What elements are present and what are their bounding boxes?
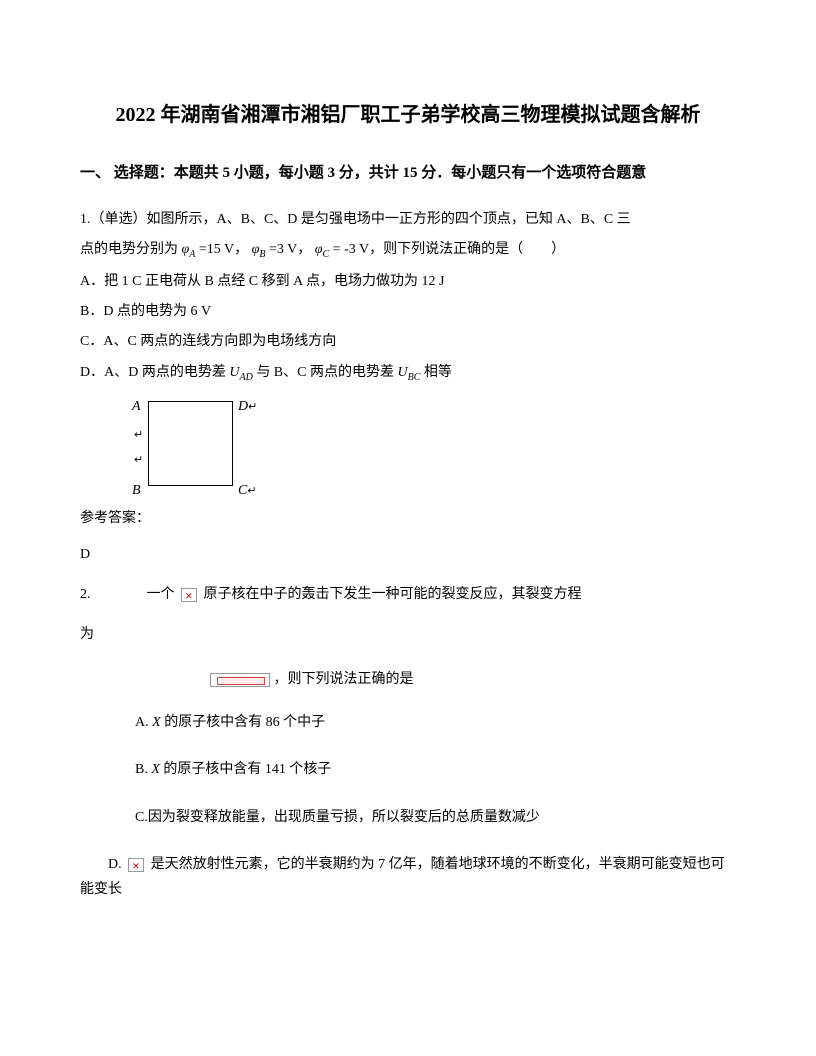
q2-opta-post: 的原子核中含有 86 个中子 <box>164 715 325 730</box>
q2-line1-pre: 2. 一个 <box>80 587 175 602</box>
phi-c-val: = -3 V，则下列说法正确的是（ ） <box>333 242 565 257</box>
q1-line2-pre: 点的电势分别为 <box>80 242 178 257</box>
square-shape <box>148 401 233 486</box>
q1-answer-value: D <box>80 542 736 567</box>
u-ad-symbol: UAD <box>229 365 252 380</box>
q2-option-b: B. X 的原子核中含有 141 个核子 <box>135 757 736 782</box>
u-bc-symbol: UBC <box>398 365 421 380</box>
section-1-header: 一、 选择题：本题共 5 小题，每小题 3 分，共计 15 分．每小题只有一个选… <box>80 160 736 187</box>
q2-option-d: D. 是天然放射性元素，它的半衰期约为 7 亿年，随着地球环境的不断变化，半衰期… <box>80 852 736 902</box>
q2-x-a: X <box>152 715 161 730</box>
q2-opta-pre: A. <box>135 715 149 730</box>
q2-optd-pre: D. <box>108 857 122 872</box>
question-1: 1.（单选）如图所示，A、B、C、D 是匀强电场中一正方形的四个顶点，已知 A、… <box>80 207 736 567</box>
document-title: 2022 年湖南省湘潭市湘铝厂职工子弟学校高三物理模拟试题含解析 <box>80 100 736 130</box>
phi-b-symbol: φB <box>252 242 266 257</box>
question-2: 2. 一个 原子核在中子的轰击下发生一种可能的裂变反应，其裂变方程 为 ，则下列… <box>80 582 736 903</box>
corner-d: D↵ <box>238 394 257 419</box>
q1-optd-post: 相等 <box>424 365 452 380</box>
broken-image-icon <box>181 588 197 602</box>
q1-option-a: A．把 1 C 正电荷从 B 点经 C 移到 A 点，电场力做功为 12 J <box>80 269 736 294</box>
corner-c: C↵ <box>238 478 257 503</box>
q2-line3-post: ，则下列说法正确的是 <box>274 672 414 687</box>
arrow-mark-1: ↵ <box>134 426 143 446</box>
q2-line1: 2. 一个 原子核在中子的轰击下发生一种可能的裂变反应，其裂变方程 <box>80 582 736 607</box>
q1-option-c: C．A、C 两点的连线方向即为电场线方向 <box>80 329 736 354</box>
phi-a-val: =15 V， <box>199 242 248 257</box>
q1-optd-mid: 与 B、C 两点的电势差 <box>256 365 394 380</box>
broken-image-icon-d <box>128 858 144 872</box>
q2-x-b: X <box>151 762 160 777</box>
q2-optb-pre: B. <box>135 762 148 777</box>
phi-c-symbol: φC <box>315 242 329 257</box>
arrow-mark-2: ↵ <box>134 451 143 471</box>
phi-a-symbol: φA <box>182 242 196 257</box>
corner-b: B <box>132 478 141 503</box>
q2-line2: 为 <box>80 622 736 647</box>
q1-intro-line1: 1.（单选）如图所示，A、B、C、D 是匀强电场中一正方形的四个顶点，已知 A、… <box>80 207 736 232</box>
phi-b-val: =3 V， <box>269 242 311 257</box>
q1-square-diagram: A D↵ B C↵ ↵ ↵ <box>130 396 260 496</box>
q2-options-block: A. X 的原子核中含有 86 个中子 B. X 的原子核中含有 141 个核子… <box>135 710 736 902</box>
q1-optd-pre: D．A、D 两点的电势差 <box>80 365 226 380</box>
q1-intro-line2: 点的电势分别为 φA =15 V， φB =3 V， φC = -3 V，则下列… <box>80 237 736 264</box>
q1-option-d: D．A、D 两点的电势差 UAD 与 B、C 两点的电势差 UBC 相等 <box>80 360 736 387</box>
corner-a: A <box>132 394 141 419</box>
q1-option-b: B．D 点的电势为 6 V <box>80 299 736 324</box>
q2-optd-post: 是天然放射性元素，它的半衰期约为 7 亿年，随着地球环境的不断变化，半衰期可能变… <box>80 857 725 897</box>
q2-option-a: A. X 的原子核中含有 86 个中子 <box>135 710 736 735</box>
q2-equation-line: ，则下列说法正确的是 <box>210 667 736 692</box>
broken-image-wide-icon <box>210 673 270 687</box>
q1-answer-label: 参考答案： <box>80 506 736 531</box>
q2-option-c: C.因为裂变释放能量，出现质量亏损，所以裂变后的总质量数减少 <box>135 805 736 830</box>
q2-optb-post: 的原子核中含有 141 个核子 <box>163 762 331 777</box>
q2-line1-post: 原子核在中子的轰击下发生一种可能的裂变反应，其裂变方程 <box>204 587 582 602</box>
